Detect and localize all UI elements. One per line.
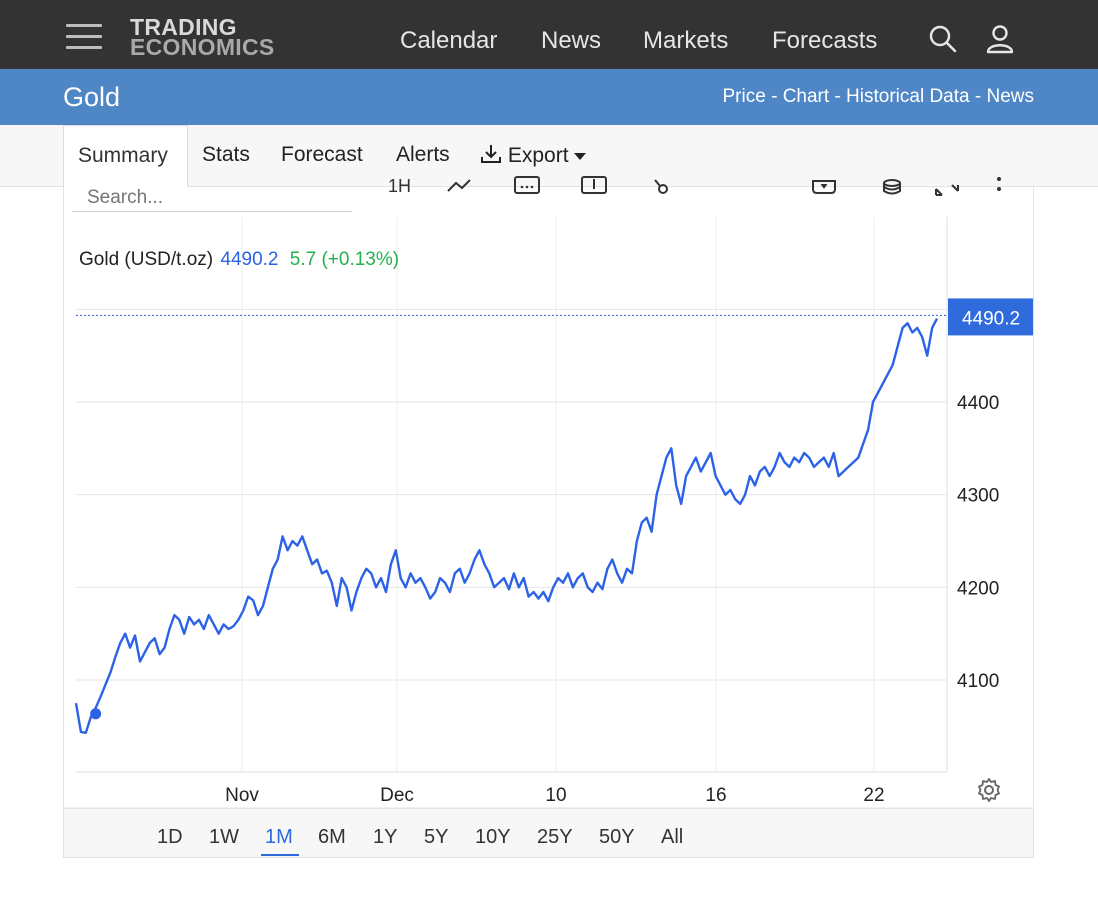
nav-forecasts[interactable]: Forecasts: [772, 27, 878, 54]
chart-legend: Gold (USD/t.oz) 4490.2 5.7 (+0.13%): [79, 249, 399, 271]
y-tick-label: 4300: [957, 486, 999, 507]
top-nav-bar: TRADING ECONOMICS Calendar News Markets …: [0, 0, 1098, 69]
x-tick-label: 22: [863, 785, 884, 806]
legend-price: 4490.2: [220, 249, 279, 270]
y-tick-label: 4400: [957, 393, 999, 414]
range-6m[interactable]: 6M: [318, 826, 346, 848]
interval-label: 1H: [388, 176, 411, 196]
y-tick-label: 4100: [957, 671, 999, 692]
tab-summary[interactable]: Summary: [63, 125, 188, 188]
range-1w[interactable]: 1W: [209, 826, 239, 848]
x-tick-label: 16: [705, 785, 726, 806]
interval-selector[interactable]: 1H: [384, 175, 414, 205]
indicators-icon[interactable]: [647, 175, 677, 205]
price-chart[interactable]: 41004200430044004500NovDec1016224490.2: [64, 187, 1033, 809]
tab-bar: Summary Stats Forecast Alerts Export: [0, 125, 1098, 188]
export-dropdown[interactable]: Export: [480, 143, 586, 168]
database-icon[interactable]: [877, 175, 907, 205]
section-links: Price - Chart - Historical Data - News: [723, 86, 1035, 108]
fullscreen-icon[interactable]: [932, 175, 962, 205]
last-price-tag-label: 4490.2: [962, 308, 1020, 329]
nav-calendar[interactable]: Calendar: [400, 27, 498, 54]
download-icon: [481, 145, 501, 163]
link-price[interactable]: Price: [722, 86, 766, 107]
nav-markets[interactable]: Markets: [643, 27, 729, 54]
compare-add-icon[interactable]: [579, 175, 609, 205]
range-1m[interactable]: 1M: [261, 826, 299, 856]
y-tick-label: 4200: [957, 578, 999, 599]
price-series-line: [74, 318, 939, 734]
link-news[interactable]: News: [986, 86, 1034, 107]
last-price-tag: [948, 298, 1033, 336]
link-separator: -: [829, 86, 847, 107]
instrument-title-bar: Gold Price - Chart - Historical Data - N…: [0, 69, 1098, 125]
x-tick-label: 10: [545, 785, 566, 806]
link-separator: -: [969, 86, 987, 107]
x-tick-label: Nov: [225, 785, 259, 806]
chevron-down-icon: [573, 152, 586, 160]
logo-line-2: ECONOMICS: [130, 34, 275, 60]
trading-economics-logo[interactable]: TRADING ECONOMICS: [130, 14, 275, 60]
range-50y[interactable]: 50Y: [599, 826, 635, 848]
chart-settings-gear-icon[interactable]: [976, 777, 1002, 803]
nav-news[interactable]: News: [541, 27, 602, 54]
range-all[interactable]: All: [661, 826, 684, 848]
calendar-icon[interactable]: [512, 175, 542, 205]
symbol-search-input[interactable]: [72, 184, 352, 212]
download-chart-icon[interactable]: [809, 175, 839, 205]
tab-stats[interactable]: Stats: [202, 143, 250, 166]
chart-type-icon[interactable]: [444, 175, 474, 205]
logo-line-1: TRADING: [130, 14, 237, 40]
range-25y[interactable]: 25Y: [537, 826, 573, 848]
link-historical-data[interactable]: Historical Data: [846, 86, 970, 107]
range-5y[interactable]: 5Y: [424, 826, 449, 848]
link-chart[interactable]: Chart: [782, 86, 830, 107]
range-10y[interactable]: 10Y: [475, 826, 511, 848]
page-title: Gold: [63, 82, 121, 112]
search-icon[interactable]: [928, 24, 958, 54]
event-marker-dot: [90, 708, 102, 720]
user-account-icon[interactable]: [985, 24, 1015, 54]
legend-change: 5.7 (+0.13%): [289, 249, 400, 270]
export-label: Export: [507, 144, 569, 167]
tab-forecast[interactable]: Forecast: [281, 143, 363, 166]
chart-panel: 41004200430044004500NovDec1016224490.2 1…: [63, 176, 1034, 858]
range-1d[interactable]: 1D: [157, 826, 183, 848]
x-tick-label: Dec: [380, 785, 414, 806]
range-1y[interactable]: 1Y: [373, 826, 398, 848]
more-options-icon[interactable]: [984, 175, 1014, 205]
time-range-selector: 1D 1W 1M 6M 1Y 5Y 10Y 25Y 50Y All: [64, 808, 1033, 857]
legend-series-name: Gold (USD/t.oz): [79, 249, 214, 270]
tab-alerts[interactable]: Alerts: [396, 143, 450, 166]
hamburger-menu-icon[interactable]: [66, 22, 102, 50]
link-separator: -: [765, 86, 783, 107]
